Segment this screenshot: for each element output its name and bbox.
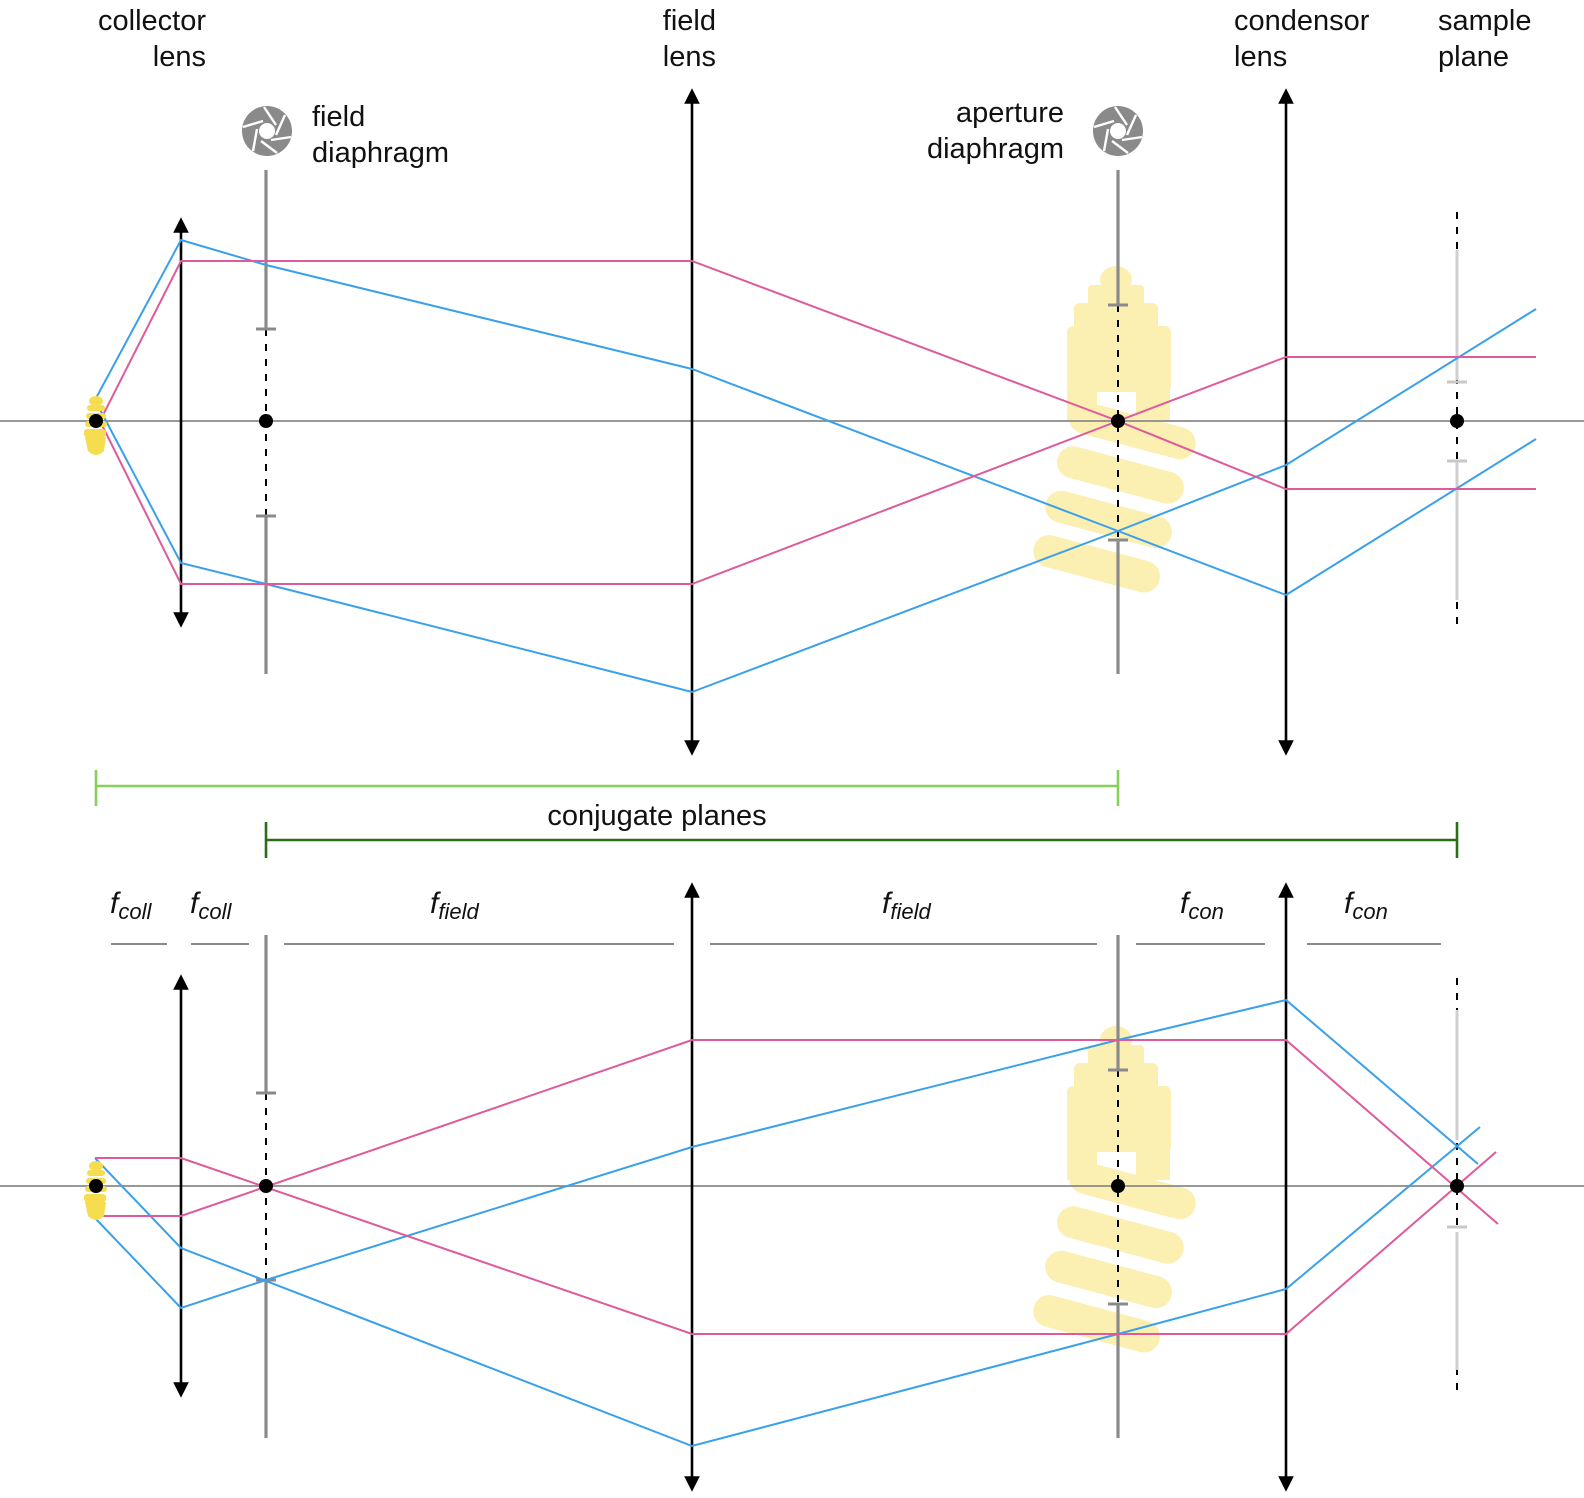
ray-pink-bottom-1 xyxy=(95,1151,1497,1335)
ray-blue-top-2 xyxy=(94,308,1537,694)
focal-label-con-1: fcon xyxy=(1180,887,1224,924)
focal-label-field-2: ffield xyxy=(882,887,931,924)
aperture-diaphragm-bottom xyxy=(1108,935,1128,1438)
focal-label-coll-2: fcoll xyxy=(190,887,232,924)
collector-lens-label-line1: collector xyxy=(98,5,206,37)
condensor-lens-label-line1: condensor xyxy=(1234,5,1370,37)
aperture-diaphragm-label-line1: aperture xyxy=(956,97,1064,129)
conjugate-planes-light-green-bracket xyxy=(94,770,1120,806)
condensor-lens-label-line2: lens xyxy=(1234,41,1287,73)
ray-blue-top-1 xyxy=(94,238,1287,596)
axis-points-bottom xyxy=(89,1179,1464,1193)
field-diaphragm-label-line2: diaphragm xyxy=(312,137,449,169)
focal-label-con-2: fcon xyxy=(1344,887,1388,924)
focal-label-coll-1: fcoll xyxy=(110,887,152,924)
conjugate-planes-label: conjugate planes xyxy=(547,800,766,832)
ray-pink-top-2 xyxy=(99,356,1536,585)
field-diaphragm-label-line1: field xyxy=(312,101,365,133)
ray-pink-top-1 xyxy=(99,260,1536,490)
aperture-icon xyxy=(242,106,292,156)
sample-plane-label-line1: sample xyxy=(1438,5,1532,37)
field-lens-label-line1: field xyxy=(663,5,716,37)
light-bulb-image-top xyxy=(1033,266,1196,593)
aperture-diaphragm-label-line2: diaphragm xyxy=(927,133,1064,165)
field-lens-label-line2: lens xyxy=(663,41,716,73)
ray-blue-bottom-1 xyxy=(94,1126,1481,1448)
collector-lens-label-line2: lens xyxy=(153,41,206,73)
conjugate-planes-dark-green-bracket xyxy=(264,822,1459,858)
focal-label-field-1: ffield xyxy=(430,887,479,924)
aperture-icon xyxy=(1093,106,1143,156)
ray-blue-bottom-2 xyxy=(94,998,1479,1310)
ray-pink-bottom-2 xyxy=(95,1039,1499,1225)
sample-plane-label-line2: plane xyxy=(1438,41,1509,73)
aperture-diaphragm-top xyxy=(1108,170,1128,674)
axis-points-top xyxy=(89,414,1464,428)
ray-blue-top-3 xyxy=(1285,438,1537,596)
light-bulb-image-bottom xyxy=(1033,1026,1196,1353)
